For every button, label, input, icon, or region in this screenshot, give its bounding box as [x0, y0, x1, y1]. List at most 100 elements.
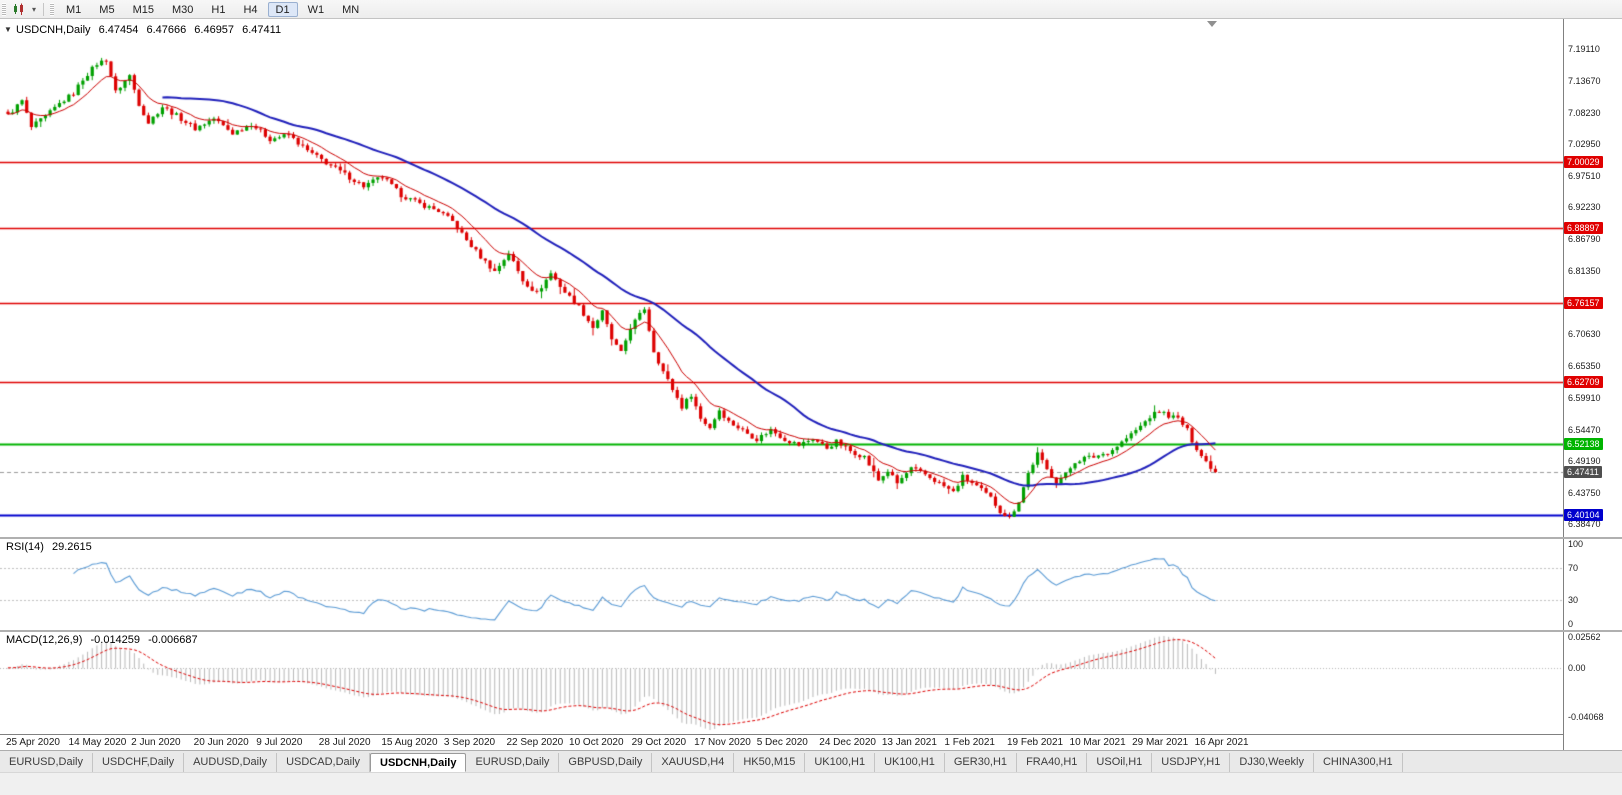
chart-tab-usdcad-daily[interactable]: USDCAD,Daily — [277, 753, 371, 772]
x-axis-date-label: 16 Apr 2021 — [1194, 737, 1249, 748]
chart-tab-usdcnh-daily[interactable]: USDCNH,Daily — [370, 753, 467, 772]
y-axis-label: 6.38470 — [1568, 518, 1601, 529]
x-axis-date-label: 17 Nov 2020 — [694, 737, 751, 748]
macd-main-value: -0.014259 — [90, 634, 141, 646]
timeframe-button-mn[interactable]: MN — [342, 3, 360, 16]
x-axis-date-label: 25 Apr 2020 — [6, 737, 60, 748]
y-axis-label: 6.81350 — [1568, 266, 1601, 277]
main-chart-panel: ▼ USDCNH,Daily 6.47454 6.47666 6.46957 6… — [0, 19, 1563, 537]
chart-tab-audusd-daily[interactable]: AUDUSD,Daily — [184, 753, 278, 772]
toolbar-gripper[interactable] — [50, 2, 55, 16]
y-axis-label: 6.65350 — [1568, 360, 1601, 371]
macd-signal-value: -0.006687 — [148, 634, 198, 646]
chart-tab-gbpusd-daily[interactable]: GBPUSD,Daily — [559, 753, 653, 772]
chart-title: USDCNH,Daily 6.47454 6.47666 6.46957 6.4… — [16, 24, 286, 36]
rsi-axis-label: 30 — [1568, 595, 1579, 605]
chart-close-value: 6.47411 — [242, 24, 282, 36]
x-axis-date-label: 22 Sep 2020 — [506, 737, 564, 748]
rsi-canvas[interactable] — [0, 539, 1563, 630]
y-axis-label: 6.86790 — [1568, 234, 1601, 245]
current-price-label: 6.47411 — [1564, 466, 1602, 479]
axis-corner — [1563, 734, 1622, 750]
timeframe-button-d1[interactable]: D1 — [267, 1, 298, 17]
y-axis-label: 6.59910 — [1568, 392, 1601, 403]
chart-tab-fra40-h1[interactable]: FRA40,H1 — [1017, 753, 1088, 772]
rsi-value: 29.2615 — [51, 541, 92, 553]
chart-tab-uk100-h1[interactable]: UK100,H1 — [805, 753, 876, 772]
x-axis-date-label: 19 Feb 2021 — [1006, 737, 1064, 748]
x-axis-date-label: 9 Jul 2020 — [256, 737, 303, 748]
x-axis-date-label: 3 Sep 2020 — [443, 737, 496, 748]
chart-type-dropdown-caret-icon[interactable]: ▾ — [32, 4, 37, 14]
y-axis-label: 6.70630 — [1568, 329, 1601, 340]
price-line-label: 6.40104 — [1564, 509, 1603, 522]
chart-tab-ger30-h1[interactable]: GER30,H1 — [945, 753, 1018, 772]
timeframe-button-m1[interactable]: M1 — [66, 3, 82, 16]
macd-name: MACD(12,26,9) — [6, 634, 83, 646]
x-axis-date-label: 15 Aug 2020 — [381, 737, 438, 748]
main-chart-canvas[interactable] — [0, 19, 1563, 537]
timeframe-toolbar: ▾ M1 M5 M15 M30 H1 H4 D1 W1 MN — [0, 0, 1622, 19]
timeframe-button-h4[interactable]: H4 — [243, 3, 258, 16]
rsi-axis: 100 70 30 0 — [1563, 539, 1622, 630]
rsi-panel: RSI(14) 29.2615 — [0, 539, 1563, 630]
status-bar — [0, 772, 1622, 795]
rsi-axis-label: 0 — [1568, 619, 1574, 629]
x-axis-date-label: 1 Feb 2021 — [944, 737, 995, 748]
rsi-axis-label: 100 — [1568, 539, 1584, 549]
price-line-label: 6.52138 — [1564, 438, 1603, 451]
x-axis-date-label: 13 Jan 2021 — [881, 737, 937, 748]
x-axis-date-label: 10 Mar 2021 — [1069, 737, 1126, 748]
macd-axis: 0.02562 0.00 -0.04068 — [1563, 632, 1622, 734]
y-axis-label: 6.43750 — [1568, 487, 1601, 498]
rsi-axis-label: 70 — [1568, 563, 1579, 573]
timeframe-button-h1[interactable]: H1 — [211, 3, 226, 16]
panel-splitter[interactable] — [0, 630, 1622, 632]
one-click-trading-toggle-icon[interactable]: ▼ — [4, 25, 12, 34]
y-axis-label: 7.19110 — [1568, 44, 1600, 55]
chart-tab-uk100-h1[interactable]: UK100,H1 — [875, 753, 945, 772]
chart-open-value: 6.47454 — [98, 24, 139, 36]
macd-axis-label: -0.04068 — [1568, 711, 1604, 722]
chart-tab-xauusd-h4[interactable]: XAUUSD,H4 — [652, 753, 735, 772]
toolbar-gripper[interactable] — [2, 2, 6, 16]
chart-tab-eurusd-daily[interactable]: EURUSD,Daily — [466, 753, 560, 772]
rsi-name: RSI(14) — [6, 541, 44, 553]
price-line-label: 6.62709 — [1564, 376, 1603, 389]
macd-axis-label: 0.00 — [1568, 662, 1586, 673]
x-axis-date-label: 28 Jul 2020 — [318, 737, 371, 748]
x-axis-date-label: 10 Oct 2020 — [569, 737, 624, 748]
x-axis-date-label: 20 Jun 2020 — [193, 737, 249, 748]
timeframe-buttons: M1 M5 M15 M30 H1 H4 D1 W1 MN — [57, 1, 368, 17]
chart-tab-usdchf-daily[interactable]: USDCHF,Daily — [93, 753, 185, 772]
chart-low-value: 6.46957 — [194, 24, 235, 36]
chart-tab-hk50-m15[interactable]: HK50,M15 — [734, 753, 806, 772]
y-axis-label: 6.97510 — [1568, 171, 1601, 182]
x-axis-date-label: 29 Mar 2021 — [1132, 737, 1189, 748]
chart-tab-usdjpy-h1[interactable]: USDJPY,H1 — [1152, 753, 1231, 772]
x-axis-date-label: 5 Dec 2020 — [756, 737, 808, 748]
toolbar-separator — [43, 2, 45, 16]
chart-high-value: 6.47666 — [146, 24, 187, 36]
timeframe-button-m5[interactable]: M5 — [99, 3, 115, 16]
y-axis-label: 7.08230 — [1568, 108, 1601, 119]
x-axis-date-label: 29 Oct 2020 — [631, 737, 687, 748]
timeframe-button-w1[interactable]: W1 — [307, 3, 325, 16]
chart-tab-usoil-h1[interactable]: USOil,H1 — [1087, 753, 1153, 772]
y-axis-label: 6.92230 — [1568, 202, 1601, 213]
chart-tab-dj30-weekly[interactable]: DJ30,Weekly — [1230, 753, 1314, 772]
chart-type-icon[interactable] — [9, 1, 29, 18]
y-axis-label: 6.54470 — [1568, 424, 1601, 435]
rsi-title: RSI(14) 29.2615 — [6, 541, 97, 553]
timeframe-button-m30[interactable]: M30 — [171, 3, 194, 16]
panel-splitter[interactable] — [0, 537, 1622, 539]
x-axis-date-label: 2 Jun 2020 — [131, 737, 181, 748]
chart-tab-eurusd-daily[interactable]: EURUSD,Daily — [0, 753, 93, 772]
date-axis: 25 Apr 2020 14 May 2020 2 Jun 2020 20 Jun 2… — [0, 734, 1563, 750]
chart-shift-marker[interactable] — [1207, 21, 1217, 27]
chart-tab-china300-h1[interactable]: CHINA300,H1 — [1314, 753, 1403, 772]
macd-panel: MACD(12,26,9) -0.014259 -0.006687 — [0, 632, 1563, 734]
macd-canvas[interactable] — [0, 632, 1563, 734]
timeframe-button-m15[interactable]: M15 — [132, 3, 154, 16]
